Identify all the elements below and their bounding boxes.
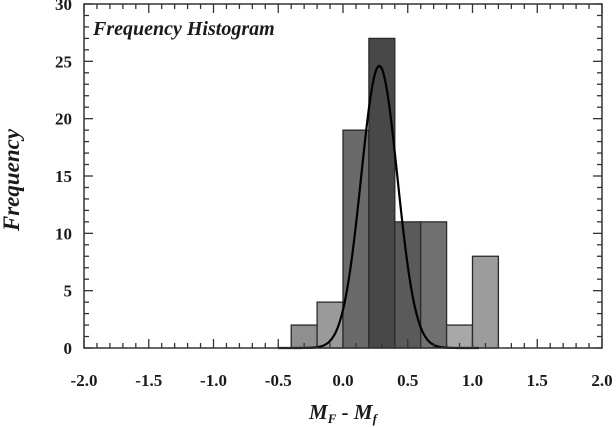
y-axis-title: Frequency (0, 128, 24, 232)
y-tick-label: 30 (55, 0, 72, 14)
x-axis-title-sub2: f (373, 411, 379, 426)
chart-title: Frequency Histogram (92, 18, 275, 40)
x-tick-label: 1.5 (527, 371, 548, 390)
x-tick-label: -0.5 (265, 371, 292, 390)
x-axis-title-main2: M (353, 400, 374, 424)
x-axis-title-sep: - (336, 400, 354, 424)
x-tick-label: 0.5 (397, 371, 418, 390)
x-tick-label: 2.0 (591, 371, 612, 390)
y-tick-label: 25 (55, 52, 72, 71)
x-tick-label: 0.0 (332, 371, 353, 390)
y-tick-label: 20 (55, 110, 72, 129)
x-axis-title-sub1: F (327, 411, 337, 426)
y-tick-label: 10 (55, 224, 72, 243)
x-tick-label: -2.0 (71, 371, 98, 390)
histogram-bar-8 (471, 255, 500, 349)
x-tick-label: -1.5 (135, 371, 162, 390)
histogram-bars (290, 37, 500, 349)
histogram-bar-6 (420, 221, 448, 349)
x-axis-title: MF - Mf (308, 400, 379, 426)
histogram-bar-3 (342, 129, 370, 349)
y-tick-label: 15 (55, 167, 72, 186)
histogram-bar-4 (368, 37, 396, 349)
x-tick-label: 1.0 (462, 371, 483, 390)
x-tick-label: -1.0 (200, 371, 227, 390)
histogram-bar-5 (394, 221, 422, 349)
axis-ticks: -2.0 -1.5 -1.0 -0.5 0.0 0.5 1.0 1.5 2.0 0 5 10 15 20 2… (55, 0, 613, 390)
y-tick-label: 5 (64, 282, 73, 301)
y-tick-label: 0 (64, 339, 73, 358)
x-axis-title-main: M (308, 400, 329, 424)
